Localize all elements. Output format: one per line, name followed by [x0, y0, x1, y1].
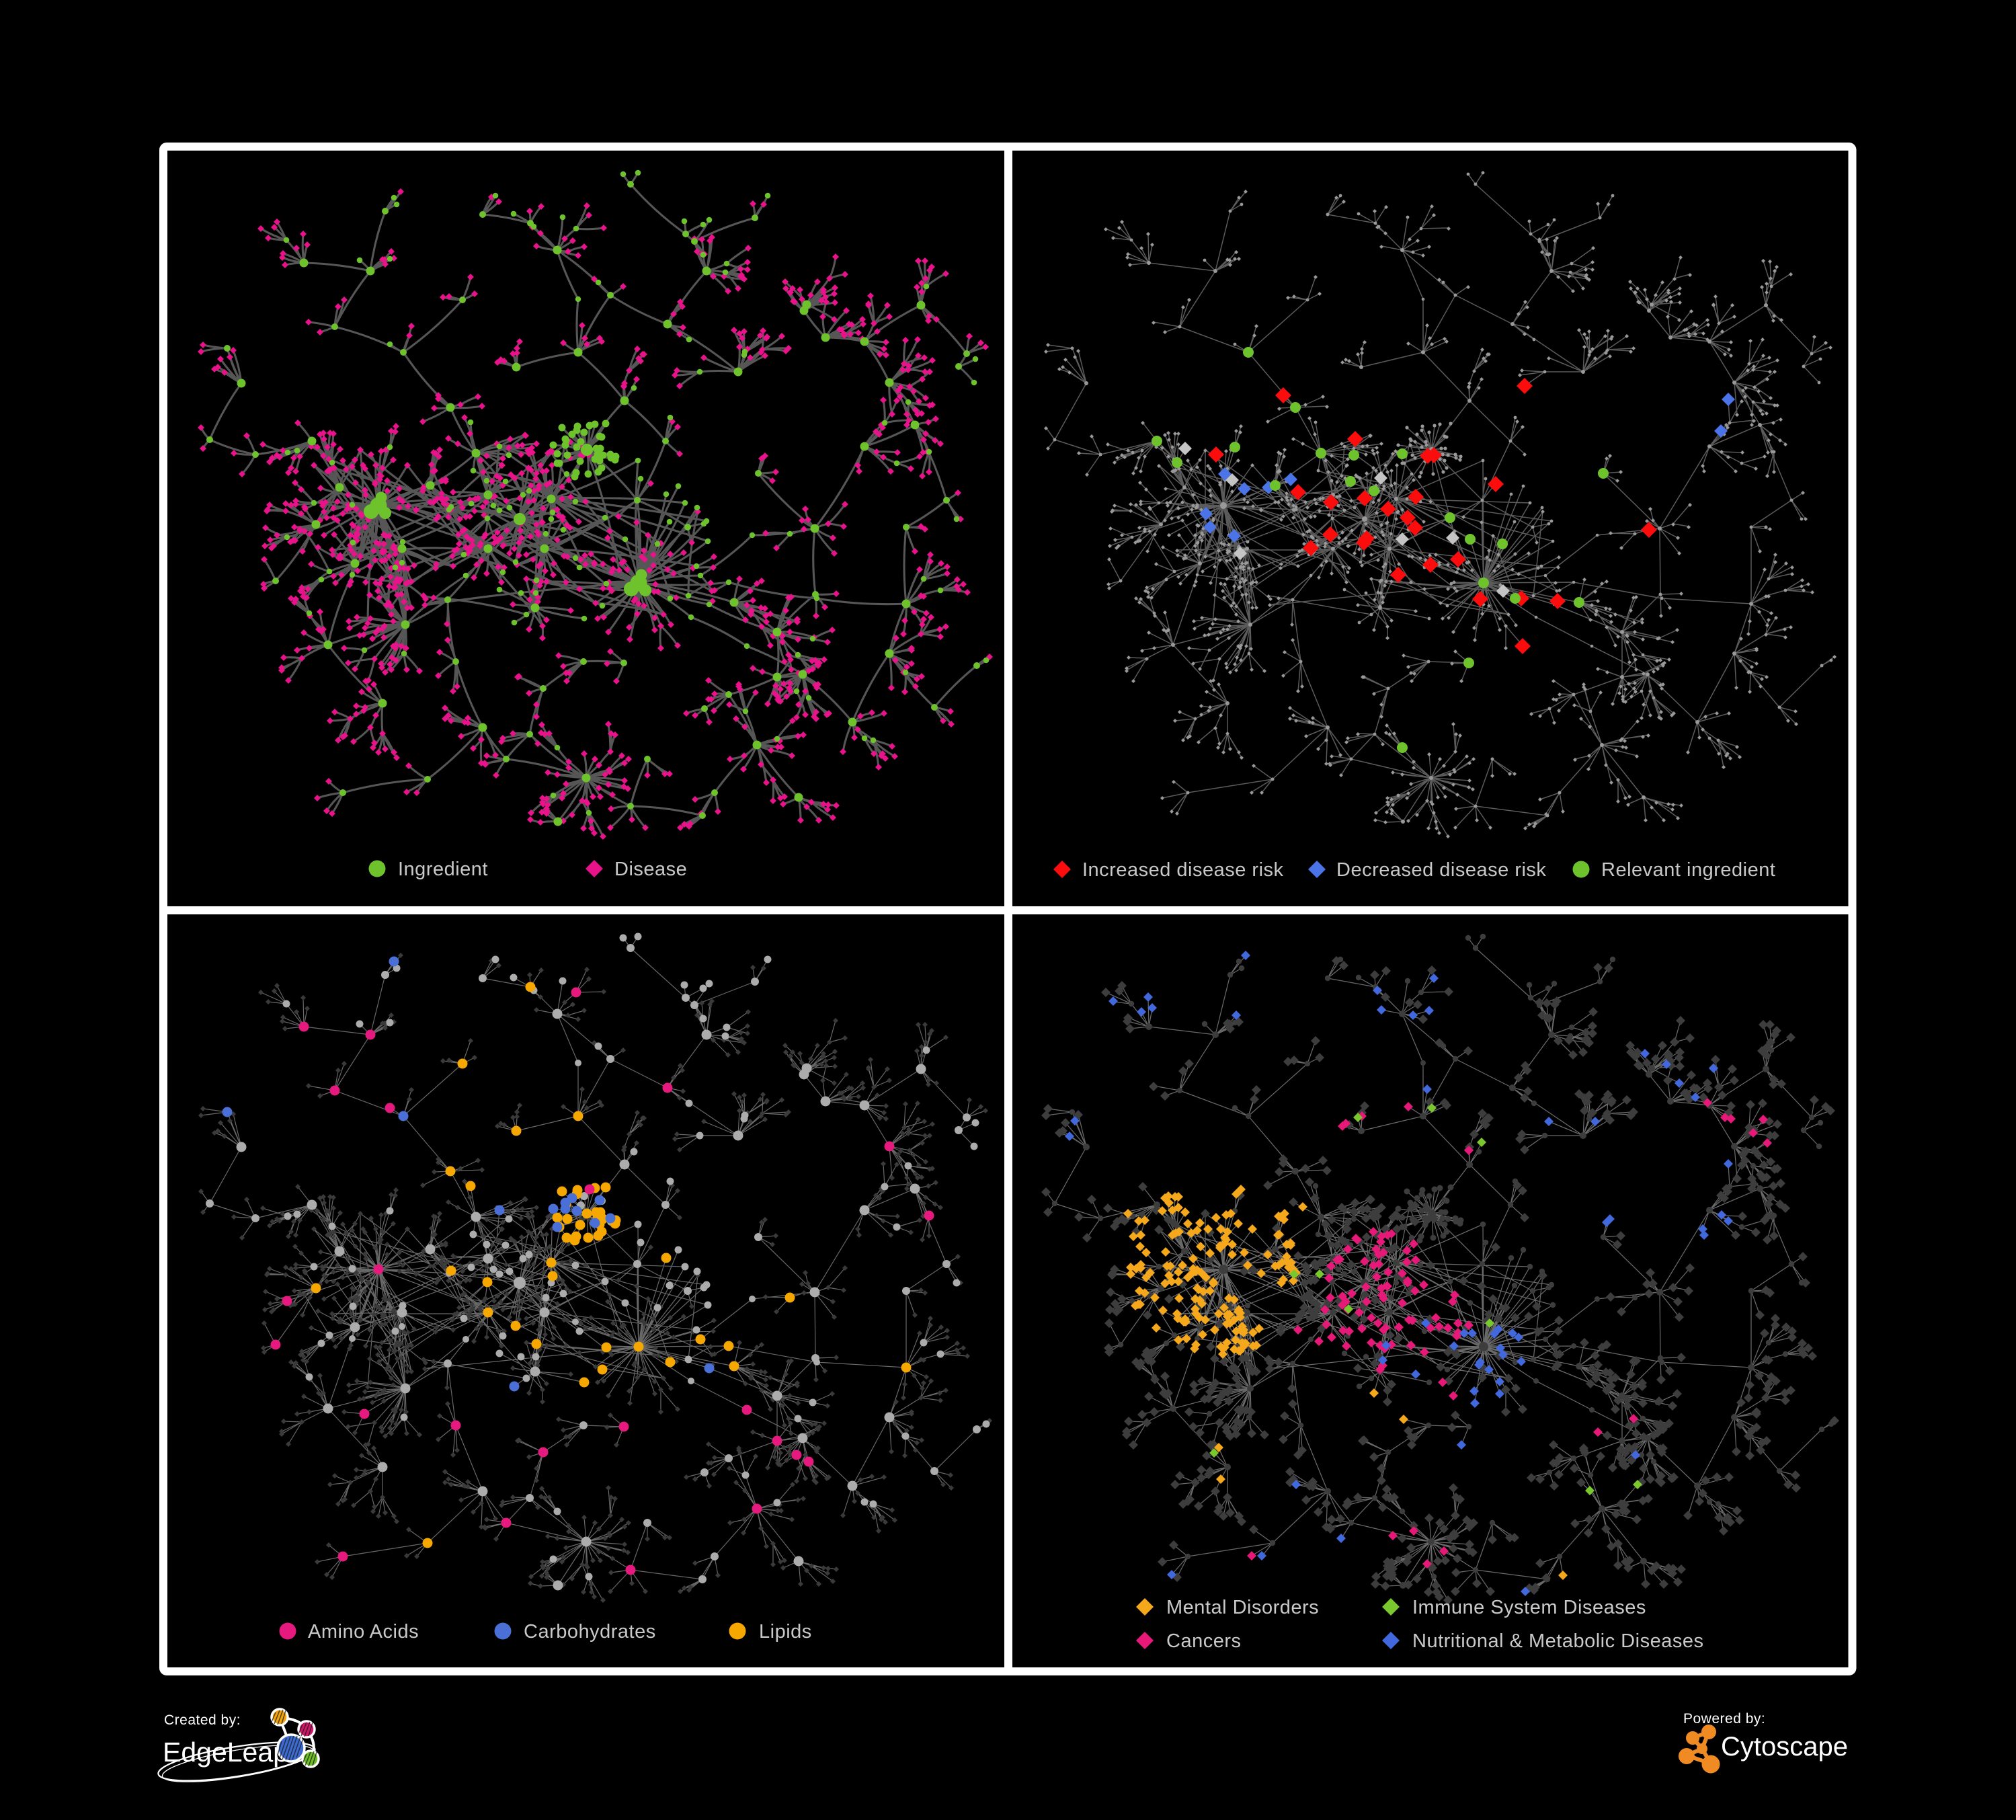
- svg-text:Powered by:: Powered by:: [1683, 1711, 1765, 1727]
- svg-text:Lipids: Lipids: [759, 1621, 812, 1643]
- svg-text:Cancers: Cancers: [1166, 1630, 1242, 1652]
- svg-text:Ingredient: Ingredient: [398, 859, 488, 880]
- svg-text:Disease: Disease: [614, 859, 687, 880]
- svg-text:Amino Acids: Amino Acids: [308, 1621, 419, 1643]
- svg-text:Relevant ingredient: Relevant ingredient: [1601, 859, 1775, 881]
- svg-text:EdgeLeap: EdgeLeap: [163, 1737, 288, 1768]
- svg-text:Cytoscape: Cytoscape: [1721, 1732, 1848, 1762]
- svg-text:Increased disease risk: Increased disease risk: [1082, 859, 1284, 881]
- svg-text:Created by:: Created by:: [164, 1712, 241, 1728]
- svg-text:Mental Disorders: Mental Disorders: [1166, 1597, 1319, 1618]
- svg-text:Decreased disease risk: Decreased disease risk: [1336, 859, 1546, 881]
- svg-text:Nutritional & Metabolic Diseas: Nutritional & Metabolic Diseases: [1412, 1630, 1703, 1652]
- svg-text:Carbohydrates: Carbohydrates: [524, 1621, 656, 1643]
- svg-text:Immune System Diseases: Immune System Diseases: [1412, 1597, 1646, 1618]
